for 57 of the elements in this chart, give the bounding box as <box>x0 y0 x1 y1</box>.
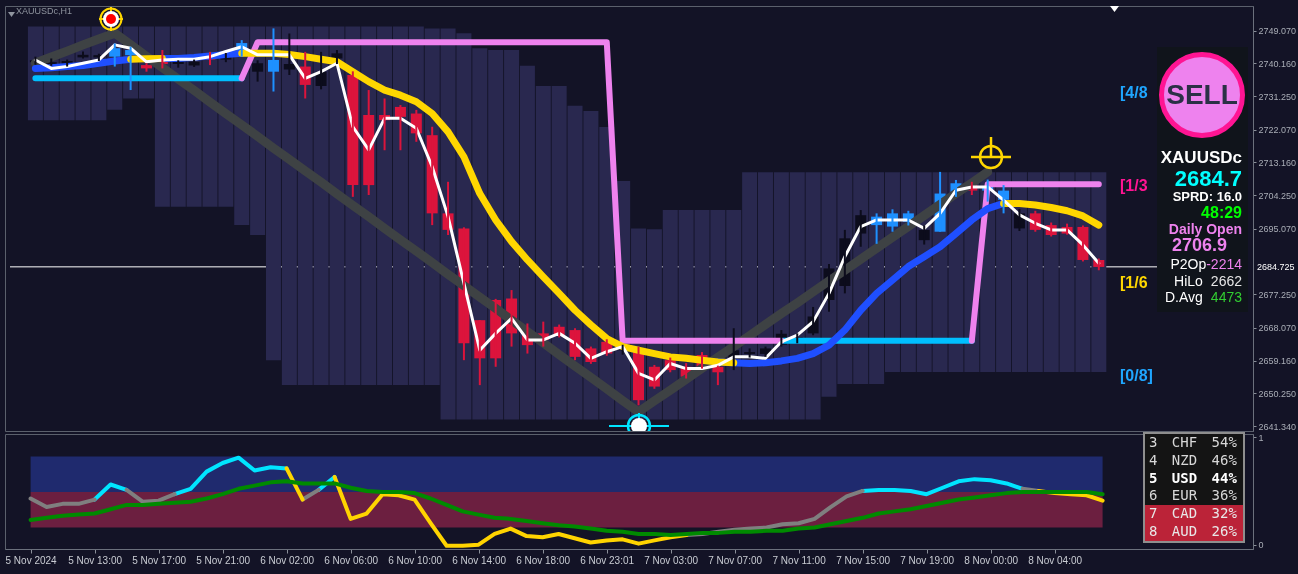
text: [1/3 <box>1120 177 1148 194</box>
text: HiLo <box>1174 272 1203 289</box>
y-tick-label: 0 <box>1258 540 1264 551</box>
y-tick-label: 2722.070 <box>1258 125 1297 136</box>
x-tick-label: 7 Nov 03:00 <box>644 554 699 566</box>
text: 2684.7 <box>1174 165 1242 191</box>
text: Daily Open <box>1168 220 1242 237</box>
line-series <box>28 479 1105 538</box>
x-tick-label: 6 Nov 02:00 <box>260 554 315 566</box>
y-tick-label: 2650.250 <box>1258 388 1297 399</box>
y-tick-label: 2641.340 <box>1258 421 1297 432</box>
x-tick-label: 7 Nov 19:00 <box>900 554 955 566</box>
text: SPRD: 16.0 <box>1172 189 1242 205</box>
text: 4473 <box>1210 288 1242 305</box>
x-tick-label: 8 Nov 00:00 <box>964 554 1019 566</box>
x-tick-label: 5 Nov 21:00 <box>196 554 251 566</box>
x-tick-label: 6 Nov 14:00 <box>452 554 507 566</box>
chart-title: XAUUSDc,H1 <box>16 6 73 16</box>
text: [1/6 <box>1120 274 1148 291</box>
text: 6 EUR 36% <box>1149 487 1237 506</box>
x-tick-label: 5 Nov 17:00 <box>132 554 187 566</box>
x-tick-label: 6 Nov 23:01 <box>580 554 635 566</box>
text: 8 AUD 26% <box>1149 523 1237 541</box>
y-tick-label: 2659.160 <box>1258 356 1297 367</box>
y-tick-label: 2677.250 <box>1258 289 1297 300</box>
text: XAUUSDc <box>1160 147 1242 167</box>
text: 7 CAD 32% <box>1149 505 1237 523</box>
text: [4/8 <box>1120 84 1148 101</box>
y-tick-label: 2749.070 <box>1258 26 1297 37</box>
x-tick-label: 7 Nov 07:00 <box>708 554 763 566</box>
text: 5 USD 44% <box>1149 469 1237 488</box>
x-tick-label: 6 Nov 10:00 <box>388 554 443 566</box>
text: -2214 <box>1206 255 1242 272</box>
text: 48:29 <box>1201 204 1242 222</box>
y-tick-label: 1 <box>1258 432 1264 443</box>
x-tick-label: 6 Nov 18:00 <box>516 554 571 566</box>
x-tick-label: 7 Nov 11:00 <box>772 554 827 566</box>
x-tick-label: 6 Nov 06:00 <box>324 554 379 566</box>
candlestick <box>744 347 756 359</box>
y-tick-label: 2713.160 <box>1258 157 1297 168</box>
y-tick-label: 2731.250 <box>1258 91 1297 102</box>
y-tick-label: 2704.250 <box>1258 190 1297 201</box>
text: SELL <box>1166 79 1238 111</box>
text: 2662 <box>1210 272 1242 289</box>
x-tick-label: 7 Nov 15:00 <box>836 554 891 566</box>
text: 4 NZD 46% <box>1149 451 1237 470</box>
x-tick-label: 8 Nov 04:00 <box>1028 554 1083 566</box>
y-tick-label: 2740.160 <box>1258 58 1297 69</box>
y-tick-label: 2668.070 <box>1258 323 1297 334</box>
ref-line-label: 2684.725 <box>1257 261 1295 272</box>
text: 3 CHF 54% <box>1149 434 1237 452</box>
y-tick-label: 2695.070 <box>1258 224 1297 235</box>
text: [0/8] <box>1120 367 1153 384</box>
x-tick-label: 5 Nov 2024 <box>5 554 58 566</box>
x-tick-label: 5 Nov 13:00 <box>68 554 123 566</box>
text: P2Op <box>1170 255 1207 272</box>
text: D.Avg <box>1164 288 1203 305</box>
